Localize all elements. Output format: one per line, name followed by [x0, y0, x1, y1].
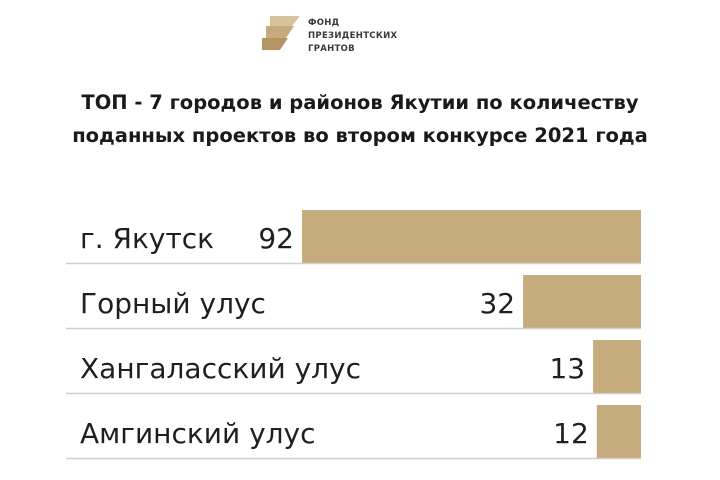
logo-text-line-1: ФОНД: [308, 18, 340, 28]
value-label-0: 92: [258, 222, 294, 255]
category-label-1: Горный улус: [80, 287, 266, 320]
value-label-1: 32: [479, 287, 515, 320]
logo-text-line-2: ПРЕЗИДЕНТСКИХ: [308, 31, 398, 41]
value-label-2: 13: [549, 352, 585, 385]
category-label-0: г. Якутск: [80, 222, 214, 255]
bar-1: [523, 275, 641, 328]
bar-0: [302, 210, 641, 263]
chart-title-line-2: поданных проектов во втором конкурсе 202…: [72, 124, 648, 147]
value-label-3: 12: [553, 417, 589, 450]
fund-logo-icon: [262, 16, 300, 50]
fund-logo: ФОНД ПРЕЗИДЕНТСКИХ ГРАНТОВ: [262, 14, 422, 64]
chart-title: ТОП - 7 городов и районов Якутии по коли…: [0, 86, 720, 152]
bar-2: [593, 340, 641, 393]
chart-title-line-1: ТОП - 7 городов и районов Якутии по коли…: [81, 91, 639, 114]
logo-text-line-3: ГРАНТОВ: [308, 44, 355, 54]
category-label-3: Амгинский улус: [80, 417, 316, 450]
category-label-2: Хангаласский улус: [80, 352, 361, 385]
bar-3: [596, 405, 641, 458]
